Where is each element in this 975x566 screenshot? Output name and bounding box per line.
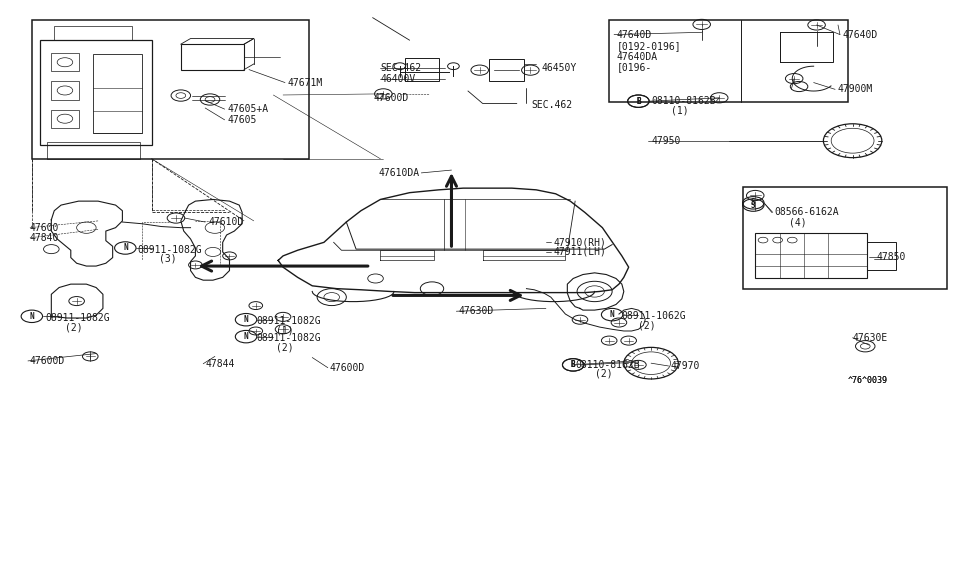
Text: 47671M: 47671M — [288, 78, 323, 88]
Text: (2): (2) — [639, 320, 656, 331]
Text: SEC.462: SEC.462 — [380, 63, 421, 74]
Text: (3): (3) — [159, 254, 177, 264]
Text: 08911-1082G: 08911-1082G — [256, 316, 322, 327]
Text: 47640DA: 47640DA — [617, 52, 658, 62]
Text: B: B — [571, 361, 575, 370]
Text: N: N — [123, 243, 128, 252]
Text: 47840: 47840 — [30, 233, 59, 243]
Bar — [867, 242, 896, 270]
Text: 47600: 47600 — [30, 222, 59, 233]
Text: 08911-1082G: 08911-1082G — [256, 333, 322, 344]
Text: 08566-6162A: 08566-6162A — [775, 207, 839, 217]
Text: (2): (2) — [276, 342, 293, 353]
Text: ^76^0039: ^76^0039 — [847, 376, 887, 385]
Bar — [489, 59, 524, 82]
Text: 47600D: 47600D — [30, 356, 65, 366]
Text: 47630E: 47630E — [852, 333, 888, 343]
Text: S: S — [751, 200, 756, 209]
Text: (1): (1) — [671, 105, 688, 115]
Text: N: N — [244, 315, 249, 324]
Text: 08110-8162B: 08110-8162B — [651, 96, 716, 106]
Text: N: N — [29, 312, 34, 321]
Text: 46450Y: 46450Y — [541, 63, 576, 74]
Text: B: B — [571, 361, 575, 370]
Text: 47600D: 47600D — [330, 363, 365, 372]
Bar — [780, 32, 833, 62]
Bar — [743, 187, 947, 289]
Text: 47610D: 47610D — [208, 217, 244, 227]
Text: 47605+A: 47605+A — [227, 104, 269, 114]
Text: 47911(LH): 47911(LH) — [554, 247, 606, 257]
Text: (4): (4) — [790, 217, 807, 227]
Bar — [405, 58, 439, 81]
Text: SEC.462: SEC.462 — [531, 100, 572, 110]
Text: B: B — [636, 97, 641, 106]
Text: 47910(RH): 47910(RH) — [554, 237, 606, 247]
Text: 47640D: 47640D — [842, 29, 878, 40]
Text: 47850: 47850 — [877, 252, 907, 262]
Text: [0196-: [0196- — [617, 62, 652, 72]
Text: 47610DA: 47610DA — [378, 168, 419, 178]
Bar — [52, 110, 79, 128]
Text: 47950: 47950 — [651, 136, 681, 145]
Text: S: S — [751, 198, 756, 207]
Text: ^76^0039: ^76^0039 — [847, 376, 887, 385]
Bar — [756, 233, 867, 278]
Text: 47605: 47605 — [227, 115, 257, 125]
Text: (1): (1) — [276, 325, 293, 336]
Text: 47630D: 47630D — [458, 306, 493, 316]
Bar — [52, 53, 79, 71]
Text: 46400V: 46400V — [380, 74, 415, 84]
Text: N: N — [244, 332, 249, 341]
Text: (2): (2) — [65, 322, 83, 332]
Bar — [40, 40, 151, 145]
Bar — [52, 82, 79, 100]
Text: 08911-1082G: 08911-1082G — [137, 245, 202, 255]
Text: [0192-0196]: [0192-0196] — [617, 41, 682, 51]
Text: 08911-1062G: 08911-1062G — [622, 311, 686, 321]
Bar — [609, 20, 847, 102]
Bar — [48, 142, 140, 159]
Text: 08110-8162B: 08110-8162B — [575, 360, 640, 370]
Text: B: B — [636, 97, 641, 106]
Text: (2): (2) — [595, 369, 612, 379]
Text: 47600D: 47600D — [373, 93, 409, 103]
Bar — [180, 44, 244, 70]
Text: 47640D: 47640D — [617, 29, 652, 40]
Text: N: N — [609, 310, 614, 319]
Text: 47970: 47970 — [671, 361, 700, 371]
Text: 08911-1082G: 08911-1082G — [46, 313, 110, 323]
Text: 47900M: 47900M — [838, 84, 874, 95]
Bar — [94, 54, 142, 134]
Bar — [32, 20, 309, 159]
Bar — [55, 26, 133, 40]
Text: 47844: 47844 — [205, 359, 235, 368]
